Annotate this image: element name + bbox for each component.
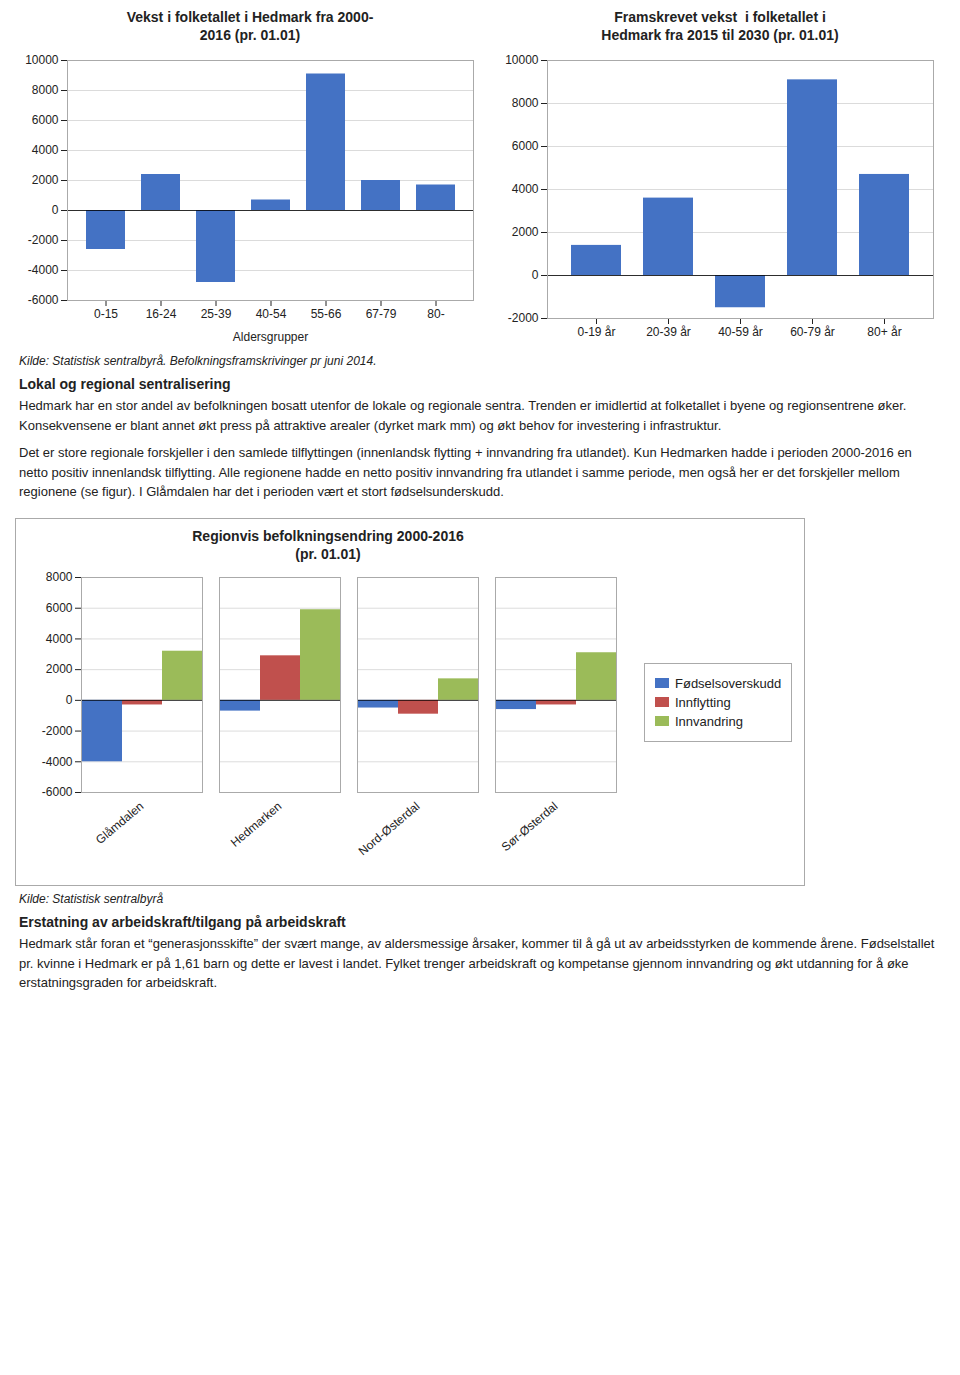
svg-text:Nord-Østerdal: Nord-Østerdal	[356, 799, 423, 858]
svg-text:8000: 8000	[32, 84, 59, 98]
svg-text:16-24: 16-24	[146, 307, 177, 321]
svg-text:6000: 6000	[32, 114, 59, 128]
svg-text:6000: 6000	[46, 601, 73, 615]
html-text:Innvandring: Innvandring	[675, 713, 743, 729]
svg-text:-6000: -6000	[42, 786, 73, 800]
svg-text:8000: 8000	[46, 571, 73, 585]
svg-text:-4000: -4000	[42, 755, 73, 769]
svg-text:Hedmarken: Hedmarken	[228, 799, 285, 850]
svg-text:80+ år: 80+ år	[867, 325, 901, 339]
svg-text:4000: 4000	[32, 144, 59, 158]
svg-text:40-54: 40-54	[256, 307, 287, 321]
svg-text:Sør-Østerdal: Sør-Østerdal	[499, 799, 561, 854]
svg-text:Glåmdalen: Glåmdalen	[93, 799, 146, 847]
html-text:Vekst i folketallet i Hedmark: Vekst i folketallet i Hedmark fra 2000- …	[126, 9, 374, 44]
svg-text:2000: 2000	[512, 226, 539, 240]
html-text:Fødselsoverskudd: Fødselsoverskudd	[675, 675, 782, 691]
html-text:Framskrevet vekst i folketalle: Framskrevet vekst i folketallet i Hedmar…	[601, 9, 839, 44]
svg-text:20-39 år: 20-39 år	[646, 325, 691, 339]
svg-text:4000: 4000	[512, 183, 539, 197]
svg-text:10000: 10000	[505, 54, 539, 68]
svg-text:10000: 10000	[25, 54, 59, 68]
html-text:Lokal og regional sentraliseri: Lokal og regional sentralisering	[19, 376, 231, 393]
svg-text:-6000: -6000	[28, 294, 59, 308]
svg-text:2000: 2000	[46, 663, 73, 677]
html-text:Regionvis befolkningsendring 2: Regionvis befolkningsendring 2000-2016 (…	[192, 527, 464, 563]
svg-text:-2000: -2000	[508, 312, 539, 326]
svg-text:60-79 år: 60-79 år	[790, 325, 835, 339]
svg-text:0: 0	[532, 269, 539, 283]
svg-text:4000: 4000	[46, 632, 73, 646]
svg-text:0-19 år: 0-19 år	[577, 325, 615, 339]
html-text:Innflytting: Innflytting	[675, 694, 731, 710]
svg-text:6000: 6000	[512, 140, 539, 154]
svg-text:0: 0	[66, 693, 73, 707]
html-text:Det er store regionale forskje: Det er store regionale forskjeller i den…	[19, 445, 912, 500]
svg-text:40-59 år: 40-59 år	[718, 325, 763, 339]
svg-text:-2000: -2000	[28, 234, 59, 248]
html-text:Kilde: Statistisk sentralbyrå: Kilde: Statistisk sentralbyrå	[19, 892, 164, 907]
svg-text:0-15: 0-15	[94, 307, 118, 321]
svg-text:67-79: 67-79	[366, 307, 397, 321]
html-text:Kilde: Statistisk sentralbyrå.: Kilde: Statistisk sentralbyrå. Befolknin…	[19, 354, 377, 369]
html-text:Hedmark har en stor andel av b: Hedmark har en stor andel av befolkninge…	[19, 398, 907, 433]
svg-text:-2000: -2000	[42, 724, 73, 738]
svg-text:25-39: 25-39	[201, 307, 232, 321]
svg-text:55-66: 55-66	[311, 307, 342, 321]
html-text:Erstatning av arbeidskraft/til: Erstatning av arbeidskraft/tilgang på ar…	[19, 914, 346, 931]
svg-text:2000: 2000	[32, 174, 59, 188]
svg-text:Aldersgrupper: Aldersgrupper	[233, 330, 308, 344]
svg-text:-4000: -4000	[28, 264, 59, 278]
svg-text:80-: 80-	[427, 307, 444, 321]
svg-text:8000: 8000	[512, 97, 539, 111]
html-text:Hedmark står foran et “generas: Hedmark står foran et “generasjonsskifte…	[19, 936, 935, 991]
svg-text:0: 0	[52, 204, 59, 218]
